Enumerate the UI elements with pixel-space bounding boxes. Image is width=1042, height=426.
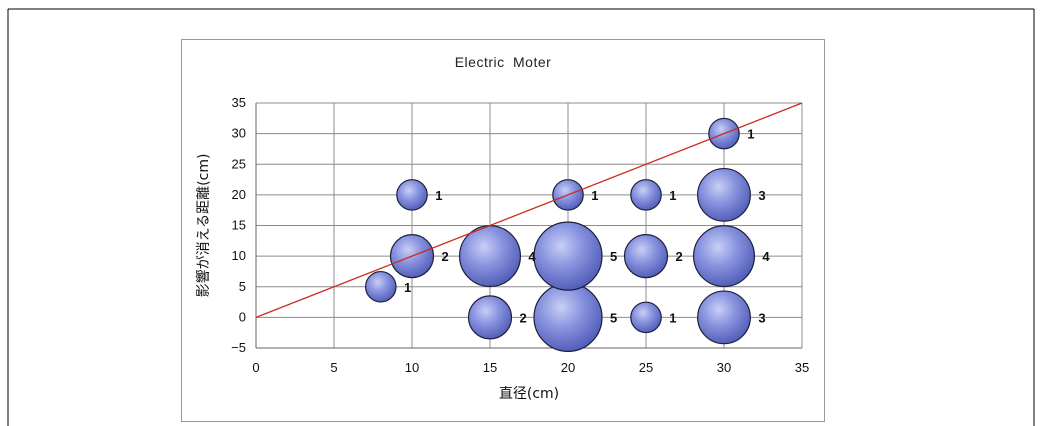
x-tick-label: 20 <box>561 360 575 375</box>
bubble-label: 2 <box>442 249 449 264</box>
bubble-label: 1 <box>404 280 411 295</box>
bubble <box>458 225 522 288</box>
bubble-label: 5 <box>610 249 617 264</box>
x-tick-label: 25 <box>639 360 653 375</box>
bubble-chart: 0 5 10 15 20 25 30 3535302520151050−5直径(cm)影響が消… <box>195 95 809 402</box>
bubble <box>630 301 662 334</box>
x-tick-label: 5 <box>330 360 337 375</box>
chart-title: Electric Moter <box>454 54 552 70</box>
y-tick-label: −5 <box>231 340 246 355</box>
x-axis-title: 直径(cm) <box>499 385 559 402</box>
bubble-label: 2 <box>520 310 527 325</box>
y-tick-label: 15 <box>232 218 246 233</box>
y-tick-label: 10 <box>232 248 246 263</box>
bubble-label: 4 <box>762 249 770 264</box>
trend-line <box>255 102 803 318</box>
bubble <box>623 234 669 279</box>
chart-area: Electric Moter 0 5 10 15 20 25 30 35 35 30 25 20 15 1… <box>181 39 825 422</box>
y-tick-label: 30 <box>232 126 246 141</box>
bubble <box>396 179 428 211</box>
bubble-label: 2 <box>676 249 683 264</box>
bubble-label: 5 <box>610 310 617 325</box>
bubble <box>697 290 751 345</box>
bubble <box>467 295 513 340</box>
bubble <box>692 225 756 288</box>
bubble <box>533 221 603 291</box>
y-tick-label: 35 <box>232 95 246 110</box>
x-tick-label: 30 <box>717 360 731 375</box>
y-axis-title: 影響が消える距離(cm) <box>195 154 212 298</box>
y-tick-label: 20 <box>232 187 246 202</box>
bubble <box>630 179 662 211</box>
bubble-label: 1 <box>669 310 676 325</box>
x-tick-label: 0 <box>252 360 259 375</box>
y-tick-label: 5 <box>239 279 246 294</box>
bubble-label: 4 <box>528 249 536 264</box>
y-tick-label: 25 <box>232 156 246 171</box>
bubble-label: 1 <box>669 188 676 203</box>
x-tick-label: 35 <box>795 360 809 375</box>
bubble-label: 1 <box>435 188 442 203</box>
x-tick-label: 15 <box>483 360 497 375</box>
bubble <box>533 282 603 352</box>
bubble-label: 3 <box>758 310 765 325</box>
bubble-label: 3 <box>758 188 765 203</box>
y-tick-label: 0 <box>239 309 246 324</box>
bubble-label: 1 <box>591 188 598 203</box>
bubble <box>364 270 397 303</box>
x-tick-label: 10 <box>405 360 419 375</box>
bubble-label: 1 <box>747 127 754 142</box>
bubble <box>697 167 751 222</box>
